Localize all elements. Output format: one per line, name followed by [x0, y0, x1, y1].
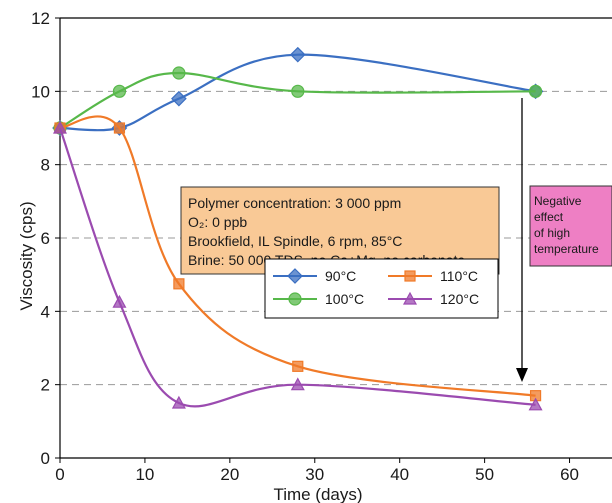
- negative-effect-line-2: effect: [534, 210, 564, 224]
- data-point-triangle: [528, 397, 543, 411]
- negative-effect-line-1: Negative: [534, 194, 582, 208]
- data-point-triangle: [171, 395, 186, 409]
- x-axis-title: Time (days): [273, 485, 362, 503]
- legend-marker: [404, 270, 416, 282]
- conditions-line-1: Polymer concentration: 3 000 ppm: [188, 195, 401, 211]
- negative-effect-box: [529, 185, 612, 267]
- data-point-circle: [528, 84, 543, 98]
- y-tick-label: 0: [41, 449, 50, 468]
- data-point-circle: [172, 66, 186, 80]
- axes: [55, 17, 612, 463]
- y-tick-label: 8: [41, 156, 50, 175]
- y-tick-label: 2: [41, 376, 50, 395]
- series-3: [52, 120, 543, 411]
- x-tick-label: 30: [305, 465, 324, 484]
- negative-effect-arrow: [516, 98, 528, 382]
- legend-label: 110°C: [440, 268, 478, 284]
- x-tick-label: 40: [390, 465, 409, 484]
- data-point-diamond: [289, 46, 306, 63]
- series-layer: [52, 46, 544, 411]
- tick-labels: 0 2 4 6 8 10 12 0 10 20 30 40 50 60: [31, 9, 579, 484]
- y-tick-label: 4: [41, 302, 50, 321]
- legend-marker: [402, 291, 418, 305]
- data-point-square: [113, 122, 126, 134]
- y-axis-title: Viscosity (cps): [17, 201, 36, 310]
- data-point-square: [173, 278, 185, 290]
- legend-label: 120°C: [440, 291, 479, 307]
- y-tick-label: 6: [41, 229, 50, 248]
- legend-label: 90°C: [325, 268, 356, 284]
- data-point-triangle: [290, 377, 305, 391]
- legend-box: [264, 258, 499, 319]
- negative-effect-line-4: temperature: [534, 242, 599, 256]
- legend-label: 100°C: [325, 291, 364, 307]
- data-point-triangle: [52, 120, 68, 134]
- series-line: [59, 71, 536, 129]
- legend-item: 100°C: [273, 291, 364, 307]
- legend-marker: [287, 268, 303, 284]
- series-1: [53, 66, 543, 135]
- legend-item: 110°C: [388, 268, 478, 284]
- data-point-circle: [291, 84, 305, 98]
- negative-effect-line-3: of high: [534, 226, 570, 240]
- data-point-circle: [112, 84, 127, 98]
- data-point-triangle: [112, 294, 127, 308]
- legend: 90°C 100°C 110°C 120°C: [264, 258, 499, 319]
- legend-marker: [288, 292, 302, 306]
- conditions-line-3: Brookfield, IL Spindle, 6 rpm, 85°C: [188, 233, 402, 249]
- legend-item: 90°C: [273, 268, 356, 284]
- y-tick-label: 10: [31, 82, 50, 101]
- x-tick-label: 10: [135, 465, 154, 484]
- x-tick-label: 20: [220, 465, 239, 484]
- legend-item: 120°C: [388, 291, 479, 307]
- conditions-line-2: O₂: 0 ppb: [188, 214, 247, 230]
- negative-effect-annotation: Negative effect of high temperature: [529, 185, 612, 267]
- x-tick-label: 60: [560, 465, 579, 484]
- y-tick-label: 12: [31, 9, 50, 28]
- data-point-diamond: [171, 90, 187, 107]
- x-tick-label: 50: [475, 465, 494, 484]
- data-point-square: [292, 360, 304, 372]
- x-tick-label: 0: [55, 465, 64, 484]
